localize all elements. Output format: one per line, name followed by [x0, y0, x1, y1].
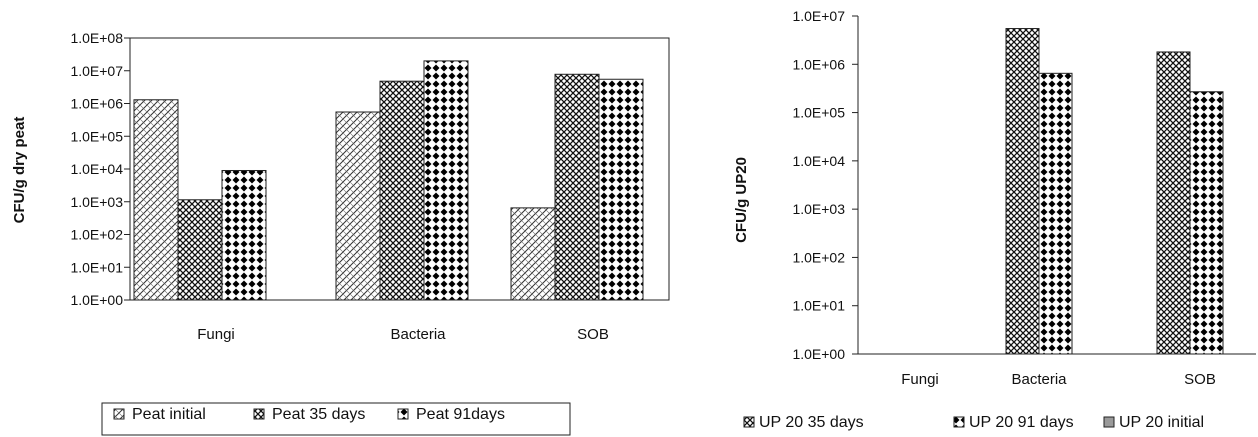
legend-label: Peat 91days: [416, 406, 505, 423]
legend-label: Peat initial: [132, 406, 206, 423]
bar-bacteria-peat-91days: [423, 60, 469, 301]
left-legend-box: [101, 402, 571, 436]
left-y-axis-label: CFU/g dry peat: [11, 117, 28, 224]
y-tick-label: 1.0E+04: [70, 161, 123, 177]
bar-sob-peat-35-days: [554, 73, 600, 301]
right-legend: UP 20 35 days UP 20 91 days UP 20 initial: [743, 414, 1204, 431]
legend-swatch: [113, 408, 125, 420]
bar-sob-peat-initial: [510, 207, 556, 301]
y-tick-label: 1.0E+00: [70, 292, 123, 308]
category-label-fungi: Fungi: [197, 326, 235, 343]
y-tick-label: 1.0E+01: [70, 259, 123, 275]
legend-swatch: [953, 416, 965, 428]
y-tick-label: 1.0E+03: [70, 194, 123, 210]
bar-sob-up-20-35-days: [1156, 51, 1191, 355]
y-tick-label: 1.0E+02: [70, 227, 123, 243]
legend-item: Peat initial: [113, 406, 206, 423]
left-chart: CFU/g dry peat 1.0E+001.0E+011.0E+021.0E…: [11, 30, 670, 436]
right-y-ticks: 1.0E+00 1.0E+01 1.0E+02 1.0E+03 1.0E+04 1.0E+…: [792, 8, 858, 362]
y-tick-label: 1.0E+05: [792, 105, 845, 121]
category-label-bacteria: Bacteria: [1011, 371, 1067, 388]
left-bars: [133, 60, 644, 301]
y-tick-label: 1.0E+07: [70, 63, 123, 79]
y-tick-label: 1.0E+07: [792, 8, 845, 24]
bar-bacteria-peat-initial: [335, 111, 381, 301]
category-label-sob: SOB: [577, 326, 609, 343]
category-label-sob: SOB: [1184, 371, 1216, 388]
legend-swatch: [253, 408, 265, 420]
bar-sob-up-20-91-days: [1189, 91, 1224, 355]
bar-sob-peat-91days: [598, 78, 644, 301]
bar-fungi-peat-91days: [221, 169, 267, 301]
bar-bacteria-peat-35-days: [379, 80, 425, 301]
legend-item: Peat 35 days: [253, 406, 365, 423]
legend-item: UP 20 35 days: [743, 414, 864, 431]
y-tick-label: 1.0E+06: [70, 96, 123, 112]
right-y-axis-label: CFU/g UP20: [733, 157, 750, 243]
legend-label: UP 20 91 days: [969, 414, 1074, 431]
y-tick-label: 1.0E+06: [792, 56, 845, 72]
legend-label: UP 20 initial: [1119, 414, 1204, 431]
left-legend: Peat initial Peat 35 days Peat 91days: [101, 402, 571, 436]
y-tick-label: 1.0E+04: [792, 153, 845, 169]
legend-item: UP 20 initial: [1103, 414, 1204, 431]
legend-item: Peat 91days: [397, 406, 505, 423]
y-tick-label: 1.0E+03: [792, 201, 845, 217]
legend-swatch: [1103, 416, 1115, 428]
y-tick-label: 1.0E+05: [70, 128, 123, 144]
right-chart: CFU/g UP20 1.0E+001.0E+011.0E+021.0E+031…: [733, 8, 1256, 431]
right-category-labels: Fungi Bacteria SOB: [901, 371, 1216, 388]
left-y-ticks: 1.0E+00 1.0E+01 1.0E+02 1.0E+03 1.0E+04 1.0E+…: [70, 30, 130, 308]
y-tick-label: 1.0E+00: [792, 346, 845, 362]
legend-label: UP 20 35 days: [759, 414, 864, 431]
right-bars: [1005, 28, 1224, 355]
bar-fungi-peat-35-days: [177, 199, 223, 301]
legend-swatch: [743, 416, 755, 428]
legend-item: UP 20 91 days: [953, 414, 1074, 431]
y-tick-label: 1.0E+08: [70, 30, 123, 46]
bar-bacteria-up-20-35-days: [1005, 28, 1040, 355]
legend-label: Peat 35 days: [272, 406, 365, 423]
legend-swatch: [397, 408, 409, 420]
y-tick-label: 1.0E+01: [792, 298, 845, 314]
category-label-fungi: Fungi: [901, 371, 939, 388]
category-label-bacteria: Bacteria: [390, 326, 446, 343]
y-tick-label: 1.0E+02: [792, 249, 845, 265]
bar-bacteria-up-20-91-days: [1038, 72, 1073, 355]
bar-fungi-peat-initial: [133, 99, 179, 301]
left-category-labels: Fungi Bacteria SOB: [197, 326, 609, 343]
